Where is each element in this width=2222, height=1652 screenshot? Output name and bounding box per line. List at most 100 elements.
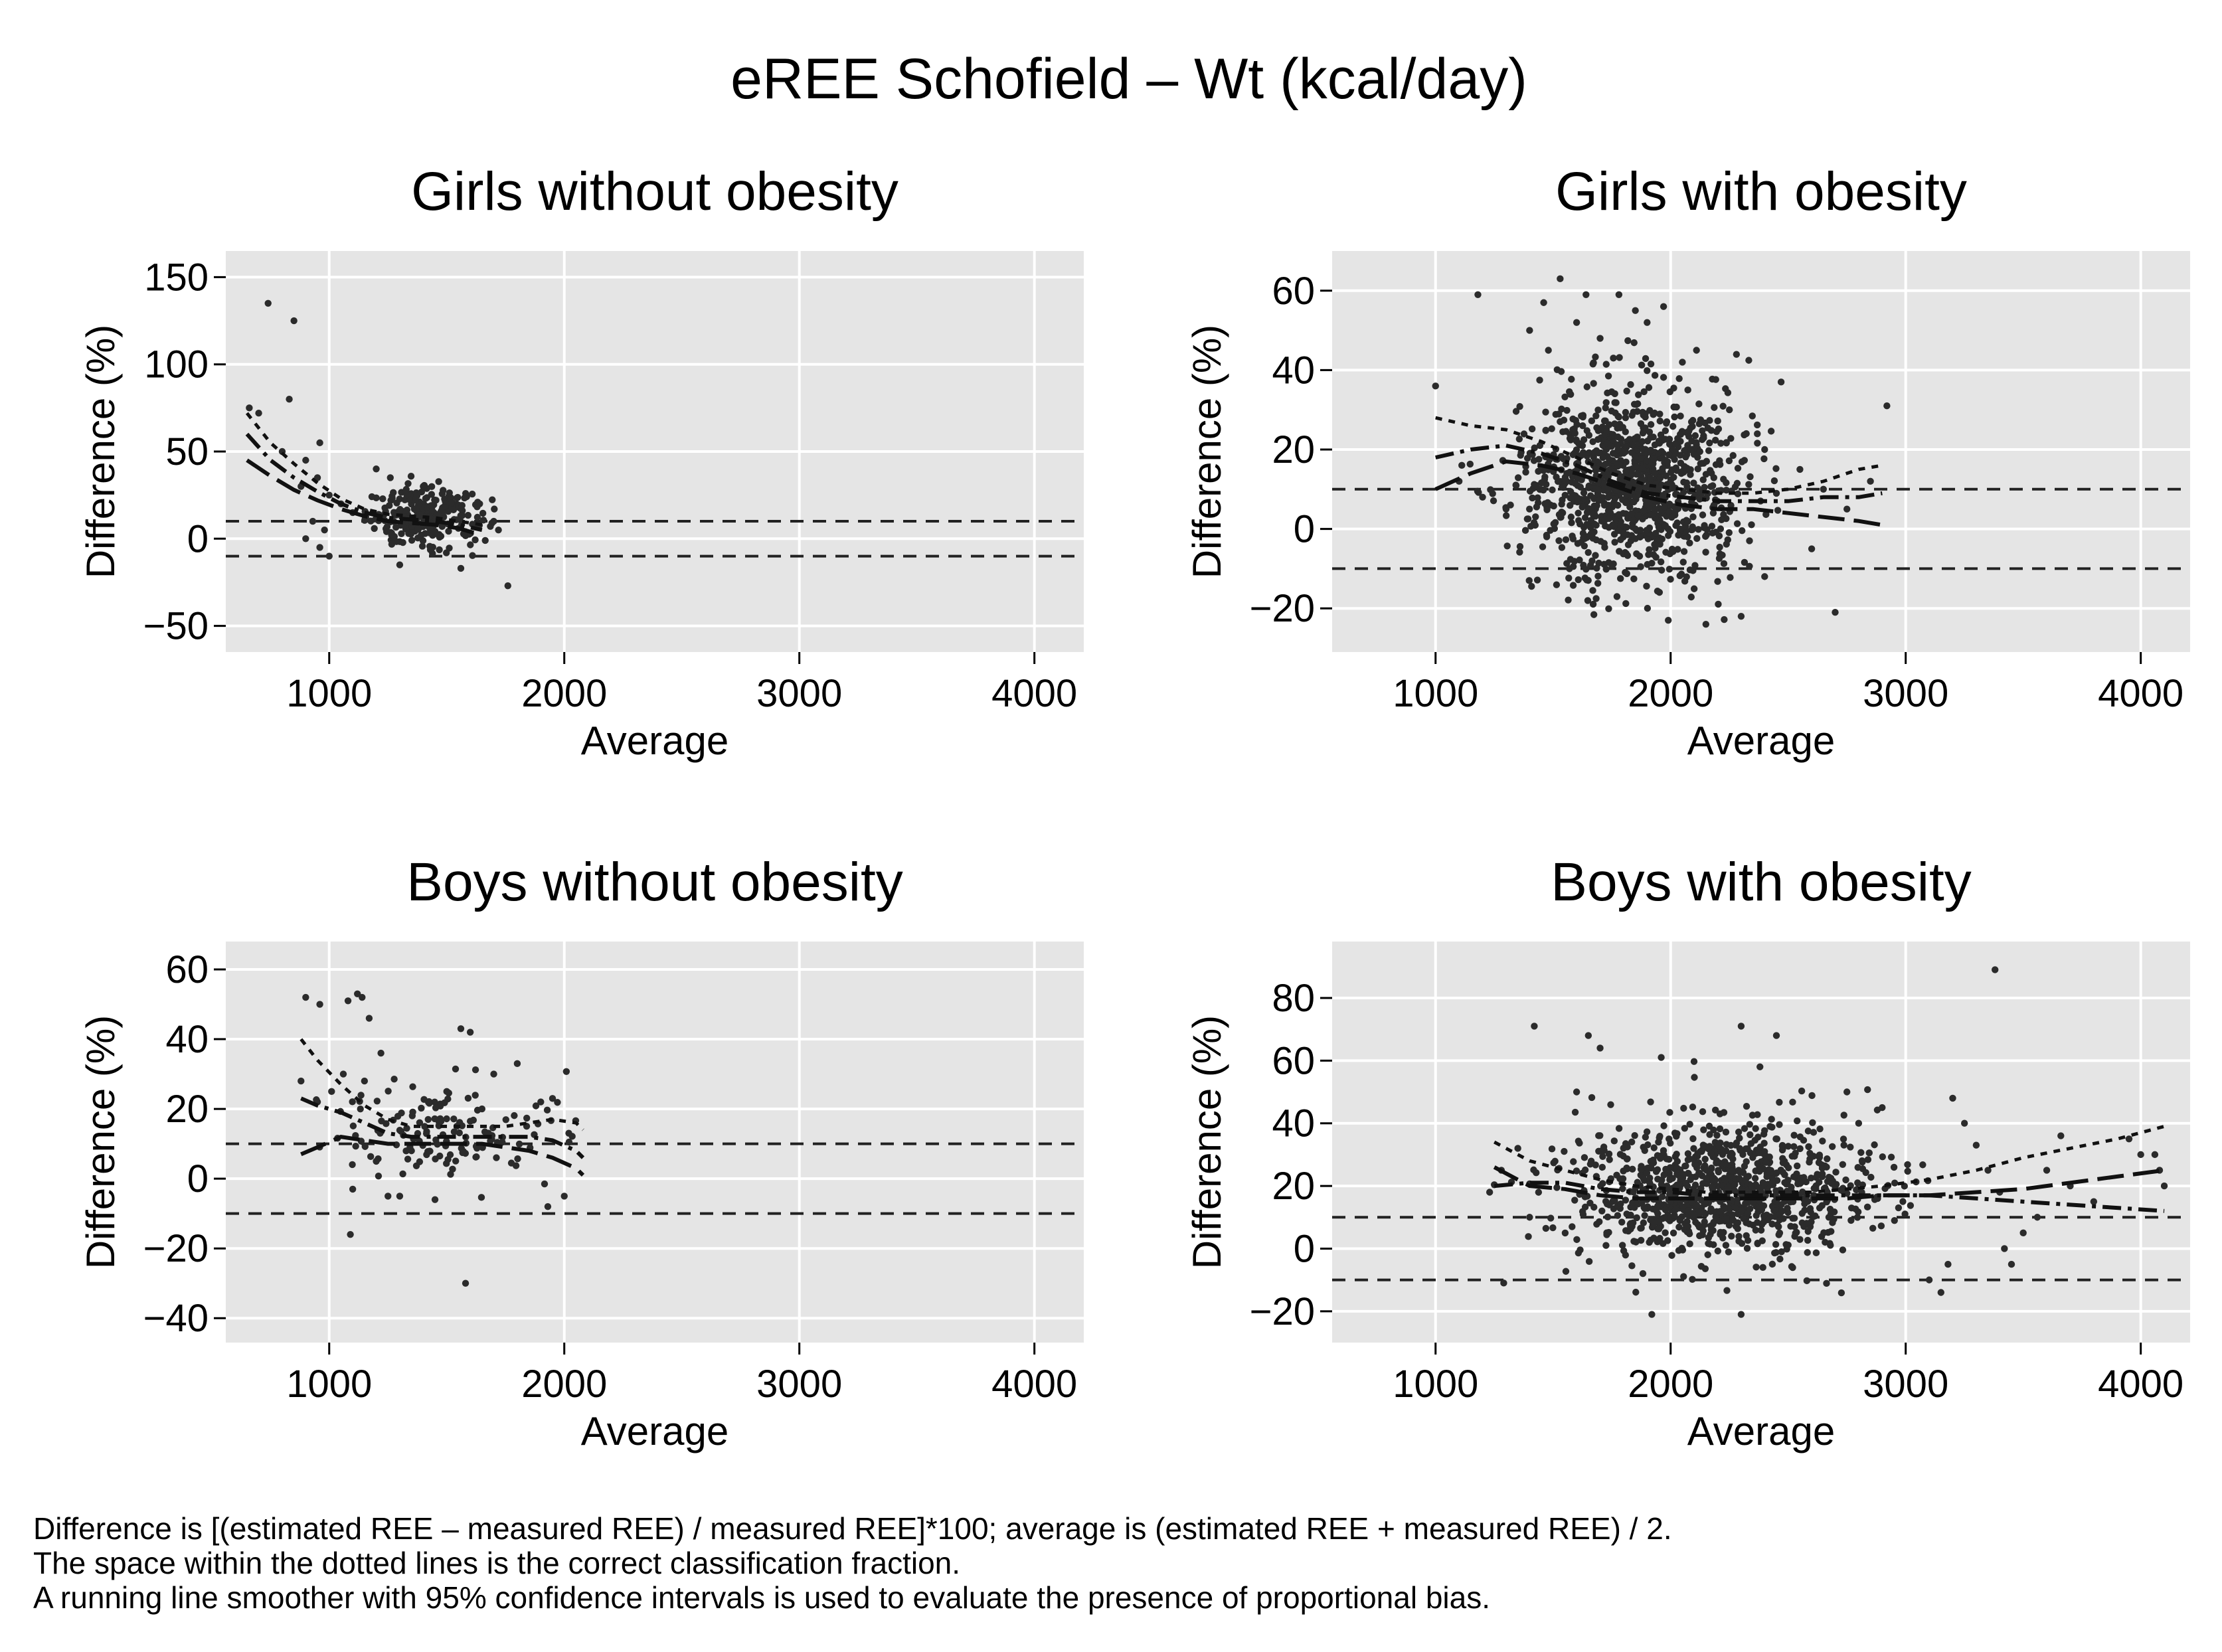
data-point [1706, 1240, 1714, 1248]
data-point [1810, 1153, 1818, 1160]
x-axis-label: Average [1687, 1409, 1835, 1453]
data-point [1676, 452, 1684, 459]
data-point [1646, 546, 1653, 553]
data-point [1639, 446, 1646, 453]
data-point [379, 495, 386, 503]
data-point [1567, 513, 1575, 521]
panel-title: Boys with obesity [1551, 852, 1972, 912]
data-point [1600, 480, 1607, 487]
data-point [1522, 468, 1529, 476]
data-point [1779, 1155, 1786, 1162]
data-point [1663, 418, 1671, 426]
data-point [1531, 1023, 1538, 1030]
data-point [1697, 1262, 1705, 1270]
data-point [1777, 378, 1785, 386]
plot-area [1332, 251, 2190, 652]
data-point [471, 1066, 479, 1074]
data-point [1828, 1180, 1836, 1187]
data-point [1676, 525, 1684, 533]
data-point [302, 993, 309, 1001]
data-point [418, 1104, 425, 1112]
data-point [408, 537, 416, 544]
data-point [1640, 1177, 1648, 1184]
data-point [1657, 558, 1665, 566]
data-point [1720, 560, 1728, 568]
data-point [1690, 1058, 1698, 1065]
data-point [544, 1202, 552, 1210]
data-point [436, 1102, 444, 1110]
data-point [1551, 520, 1559, 527]
data-point [408, 1147, 415, 1155]
data-point [1630, 575, 1638, 583]
x-tick-label: 3000 [1863, 1363, 1948, 1406]
data-point [1573, 319, 1581, 326]
data-point [373, 465, 380, 473]
data-point [1648, 1164, 1655, 1172]
data-point [1674, 1169, 1681, 1177]
data-point [1656, 588, 1664, 596]
data-point [1762, 1159, 1770, 1166]
data-point [434, 1141, 441, 1148]
data-point [1731, 1181, 1739, 1189]
y-tick-label: 0 [187, 517, 209, 560]
data-point [1791, 1223, 1798, 1230]
data-point [1689, 523, 1696, 531]
data-point [344, 997, 352, 1005]
data-point [1696, 1232, 1703, 1240]
data-point [1749, 412, 1756, 420]
data-point [1490, 497, 1497, 505]
data-point [426, 546, 434, 554]
data-point [1622, 443, 1630, 450]
data-point [1815, 1159, 1823, 1167]
data-point [1662, 548, 1669, 556]
data-point [1812, 1174, 1820, 1181]
data-point [1670, 403, 1677, 411]
data-point [1640, 507, 1648, 515]
data-point [1590, 380, 1597, 387]
data-point [1647, 434, 1654, 442]
data-point [1656, 417, 1664, 425]
data-point [1864, 1086, 1871, 1094]
data-point [1539, 486, 1547, 494]
data-point [1561, 1147, 1568, 1155]
data-point [1595, 1132, 1602, 1139]
data-point [1689, 1104, 1697, 1111]
data-point [1822, 1238, 1829, 1246]
data-point [1638, 438, 1646, 446]
x-tick-label: 4000 [991, 1363, 1077, 1406]
data-point [316, 439, 323, 447]
data-point [1607, 1101, 1614, 1108]
data-point [302, 535, 309, 542]
data-point [1907, 1202, 1915, 1209]
data-point [1622, 1197, 1630, 1204]
data-point [1741, 431, 1748, 439]
data-point [1691, 1074, 1698, 1081]
data-point [1766, 1123, 1774, 1130]
data-point [1754, 1240, 1761, 1248]
data-point [1754, 1218, 1761, 1226]
panel-title: Girls without obesity [411, 161, 898, 222]
data-point [357, 1092, 365, 1099]
data-point [1731, 1187, 1739, 1195]
data-point [1891, 1216, 1898, 1224]
data-point [1605, 605, 1612, 612]
data-point [1663, 1155, 1670, 1163]
data-point [414, 525, 422, 533]
data-point [1589, 587, 1596, 594]
data-point [1569, 562, 1577, 570]
data-point [1726, 1205, 1734, 1212]
data-point [1839, 1161, 1847, 1168]
data-point [1616, 354, 1623, 361]
data-point [1796, 1145, 1804, 1153]
data-point [361, 1077, 369, 1085]
data-point [1657, 431, 1665, 439]
data-point [1651, 372, 1659, 379]
data-point [1790, 1173, 1798, 1181]
data-point [1623, 491, 1630, 499]
data-point [1602, 361, 1610, 368]
data-point [1628, 510, 1636, 517]
ci-lower-line [246, 458, 483, 537]
data-point [1533, 576, 1541, 584]
data-point [464, 511, 472, 519]
y-axis-label: Difference (%) [78, 325, 123, 578]
